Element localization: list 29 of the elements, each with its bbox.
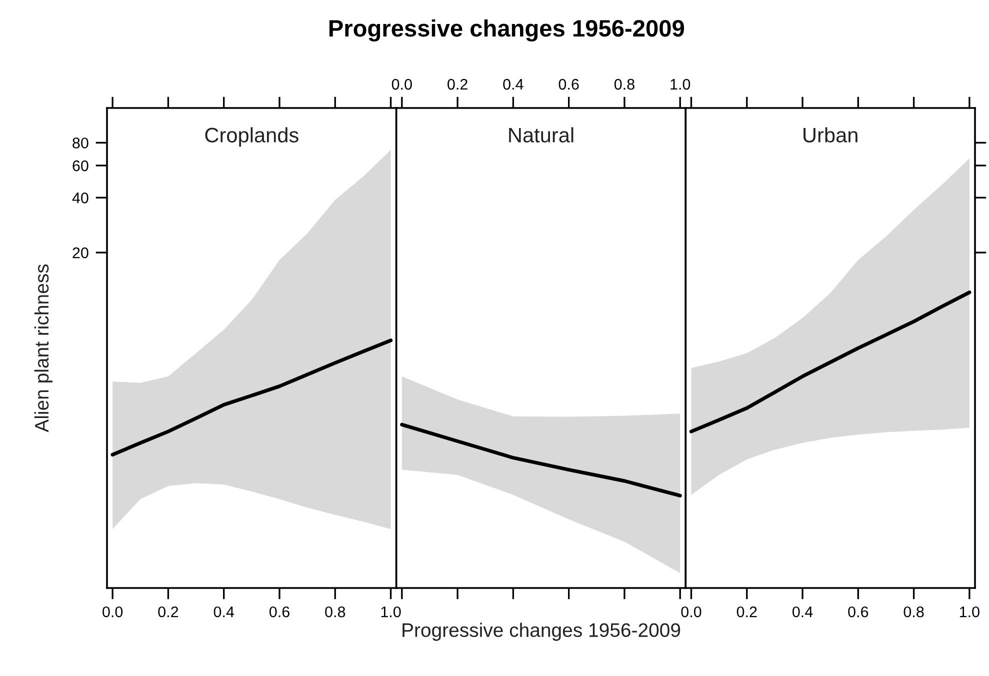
x-tick-label: 0.4 xyxy=(792,606,813,618)
x-tick-label: 0.6 xyxy=(848,606,868,618)
x2-tick-label: 1.0 xyxy=(670,78,690,90)
y-axis-title: Alien plant richness xyxy=(34,264,53,432)
y-tick-label: 40 xyxy=(72,192,88,204)
line-series xyxy=(110,338,393,456)
x-tick-label: 0.2 xyxy=(736,606,757,618)
x-tick-label: 0.8 xyxy=(904,606,924,618)
x-tick-label: 0.4 xyxy=(214,606,234,618)
x2-tick-label: 0.8 xyxy=(614,78,634,90)
x-tick-label: 0.0 xyxy=(681,606,702,618)
x2-tick-label: 0.2 xyxy=(448,78,468,90)
y-tick-label: 60 xyxy=(72,160,88,172)
x-tick-label: 0.8 xyxy=(325,606,346,618)
x-tick-label: 0.2 xyxy=(158,606,178,618)
x-tick-label: 0.6 xyxy=(269,606,290,618)
text: Natural xyxy=(509,127,574,143)
x-tick-label: 1.0 xyxy=(960,606,980,618)
x-axis-title: Progressive changes 1956-2009 xyxy=(402,622,680,641)
x-tick-label: 1.0 xyxy=(381,606,401,618)
text: Progressive changes 1956-2009 xyxy=(329,19,684,42)
text: Croplands xyxy=(205,127,298,147)
y-tick-label: 80 xyxy=(72,138,88,148)
x-tick-label: 0.0 xyxy=(102,606,123,618)
text: Urban xyxy=(804,127,858,143)
x2-tick-label: 0.4 xyxy=(503,78,524,90)
x2-tick-label: 0.0 xyxy=(392,78,412,90)
y-tick-label: 20 xyxy=(72,247,88,258)
x2-tick-label: 0.6 xyxy=(558,78,579,90)
